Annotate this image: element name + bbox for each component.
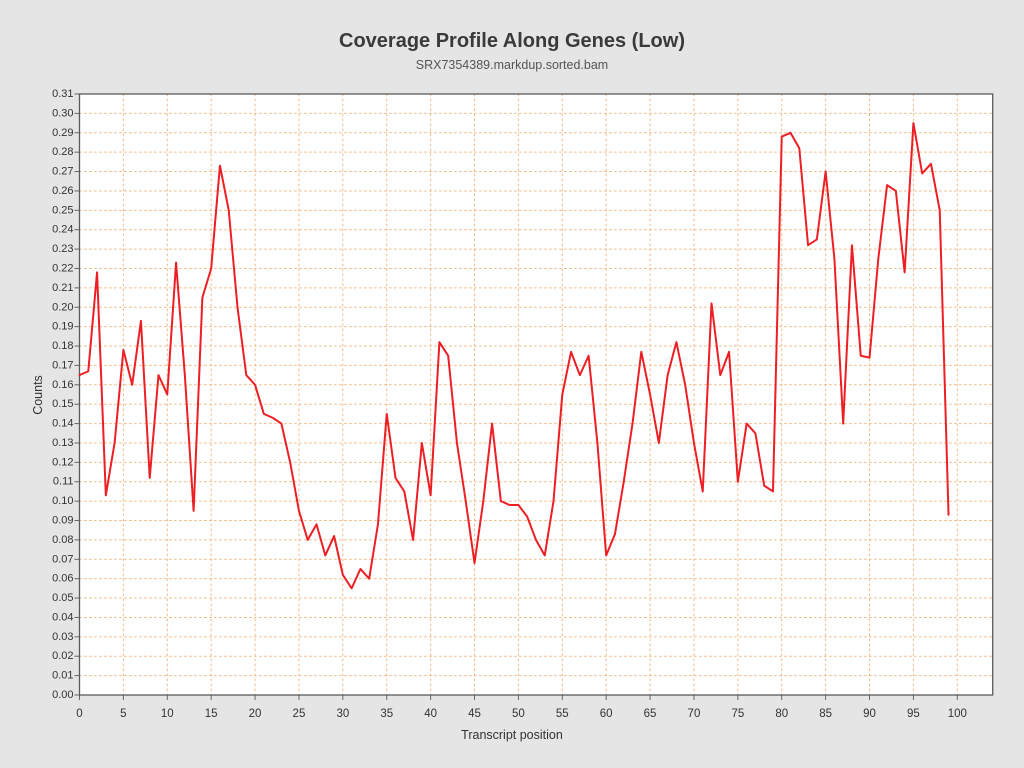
- svg-text:50: 50: [512, 708, 525, 720]
- svg-text:65: 65: [644, 708, 657, 720]
- svg-text:10: 10: [161, 708, 174, 720]
- svg-text:0.01: 0.01: [52, 670, 73, 682]
- svg-text:0.26: 0.26: [52, 185, 73, 197]
- svg-text:0.04: 0.04: [52, 611, 73, 623]
- svg-text:0.14: 0.14: [52, 418, 73, 430]
- svg-text:0.24: 0.24: [52, 224, 73, 236]
- svg-text:0.05: 0.05: [52, 592, 73, 604]
- svg-text:5: 5: [120, 708, 126, 720]
- svg-text:0.21: 0.21: [52, 282, 73, 294]
- svg-text:30: 30: [336, 708, 349, 720]
- svg-text:25: 25: [293, 708, 306, 720]
- svg-text:0.19: 0.19: [52, 321, 73, 333]
- svg-text:0.15: 0.15: [52, 398, 73, 410]
- svg-text:80: 80: [775, 708, 788, 720]
- svg-text:0.09: 0.09: [52, 515, 73, 527]
- svg-text:85: 85: [819, 708, 832, 720]
- svg-text:100: 100: [948, 708, 967, 720]
- svg-text:0.29: 0.29: [52, 127, 73, 139]
- svg-text:45: 45: [468, 708, 481, 720]
- svg-text:95: 95: [907, 708, 920, 720]
- svg-text:0.08: 0.08: [52, 534, 73, 546]
- svg-text:20: 20: [249, 708, 262, 720]
- svg-text:15: 15: [205, 708, 218, 720]
- svg-text:0.30: 0.30: [52, 107, 73, 119]
- svg-text:0.17: 0.17: [52, 359, 73, 371]
- svg-text:0.16: 0.16: [52, 379, 73, 391]
- svg-text:0.22: 0.22: [52, 262, 73, 274]
- svg-text:0.11: 0.11: [53, 476, 74, 488]
- svg-text:0.25: 0.25: [52, 204, 73, 216]
- svg-text:55: 55: [556, 708, 569, 720]
- svg-text:0.07: 0.07: [52, 553, 73, 565]
- svg-text:40: 40: [424, 708, 437, 720]
- svg-text:0.03: 0.03: [52, 631, 73, 643]
- svg-text:0.20: 0.20: [52, 301, 73, 313]
- svg-text:0.27: 0.27: [52, 166, 73, 178]
- svg-text:75: 75: [731, 708, 744, 720]
- svg-text:70: 70: [688, 708, 701, 720]
- svg-text:0.10: 0.10: [52, 495, 73, 507]
- svg-text:0.23: 0.23: [52, 243, 73, 255]
- svg-text:0.31: 0.31: [52, 88, 73, 100]
- svg-text:0.28: 0.28: [52, 146, 73, 158]
- svg-text:0.12: 0.12: [52, 456, 73, 468]
- svg-text:60: 60: [600, 708, 613, 720]
- svg-text:0.13: 0.13: [52, 437, 73, 449]
- svg-text:0.18: 0.18: [52, 340, 73, 352]
- svg-text:35: 35: [380, 708, 393, 720]
- svg-text:0: 0: [76, 708, 82, 720]
- svg-text:0.00: 0.00: [52, 689, 73, 701]
- svg-text:0.06: 0.06: [52, 573, 73, 585]
- svg-text:90: 90: [863, 708, 876, 720]
- svg-text:0.02: 0.02: [52, 650, 73, 662]
